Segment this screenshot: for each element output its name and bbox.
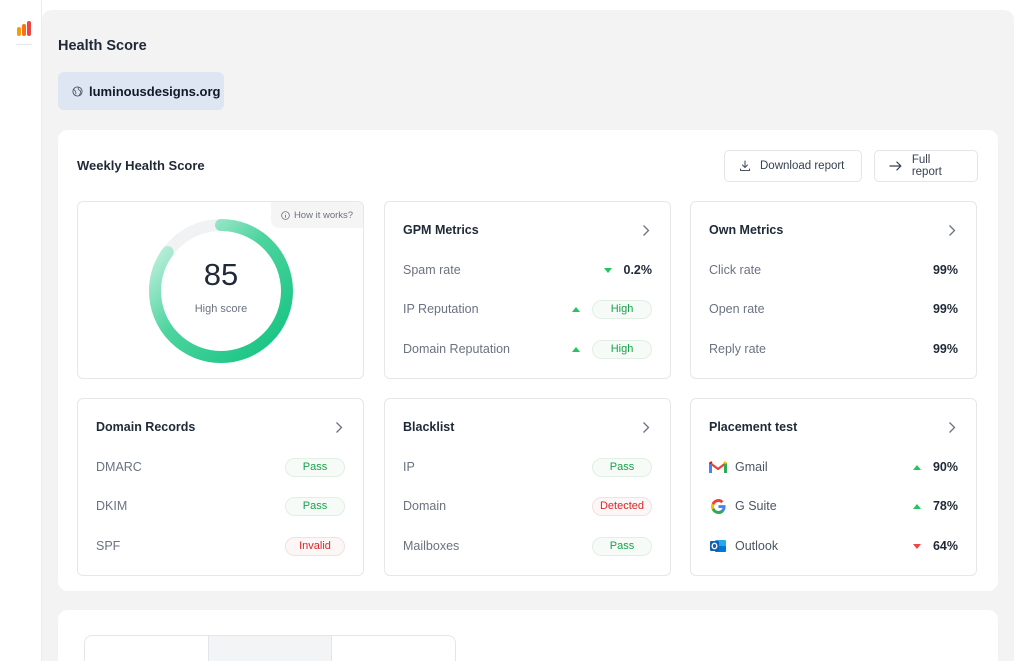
domain-reputation-row: Domain Reputation High <box>403 339 652 359</box>
reply-rate-label: Reply rate <box>709 342 766 356</box>
domain-reputation-badge: High <box>592 339 652 359</box>
dkim-badge: Pass <box>285 496 345 516</box>
bottom-panel <box>58 610 998 661</box>
how-it-works-label: How it works? <box>293 209 354 221</box>
spam-rate-label: Spam rate <box>403 263 461 277</box>
score-gauge-arc <box>149 219 293 363</box>
trend-down-icon <box>912 543 921 549</box>
blacklist-domain-row: Domain Detected <box>403 496 652 516</box>
tab-third[interactable] <box>332 636 455 661</box>
reply-rate-row: Reply rate 99% <box>709 339 958 359</box>
dmarc-badge: Pass <box>285 457 345 477</box>
gpm-metrics-card[interactable]: GPM Metrics Spam rate 0.2% IP Reputation… <box>384 201 671 379</box>
download-icon <box>739 160 751 172</box>
main-content: Health Score luminousdesigns.org Weekly … <box>42 10 1014 661</box>
blacklist-mailboxes-label: Mailboxes <box>403 539 460 553</box>
reply-rate-value: 99% <box>932 342 958 356</box>
score-card: How it works? 85 High score <box>77 201 364 379</box>
click-rate-row: Click rate 99% <box>709 260 958 280</box>
blacklist-ip-label: IP <box>403 460 415 474</box>
tab-first[interactable] <box>85 636 209 661</box>
app-logo-icon[interactable] <box>17 20 35 36</box>
gmail-row: Gmail 90% <box>709 457 958 477</box>
own-metrics-title: Own Metrics <box>709 223 784 237</box>
placement-test-title: Placement test <box>709 420 798 434</box>
download-report-label: Download report <box>760 160 845 172</box>
domain-records-card[interactable]: Domain Records DMARC Pass DKIM Pass SPF … <box>77 398 364 576</box>
chevron-right-icon[interactable] <box>948 421 956 434</box>
weekly-health-panel: Weekly Health Score Download report Full… <box>58 130 998 591</box>
blacklist-ip-row: IP Pass <box>403 457 652 477</box>
page-title: Health Score <box>58 38 147 54</box>
chevron-right-icon[interactable] <box>642 421 650 434</box>
full-report-label: Full report <box>911 154 942 178</box>
trend-up-icon <box>912 464 921 470</box>
blacklist-domain-badge: Detected <box>592 496 652 516</box>
domain-name: luminousdesigns.org <box>89 83 221 99</box>
spf-row: SPF Invalid <box>96 536 345 556</box>
arrow-right-icon <box>889 161 902 171</box>
ip-reputation-row: IP Reputation High <box>403 299 652 319</box>
gmail-value: 90% <box>932 460 958 474</box>
rail-divider <box>16 44 32 45</box>
segmented-tabs <box>84 635 456 661</box>
gpm-metrics-title: GPM Metrics <box>403 223 479 237</box>
dmarc-row: DMARC Pass <box>96 457 345 477</box>
blacklist-title: Blacklist <box>403 420 455 434</box>
chevron-right-icon[interactable] <box>948 224 956 237</box>
blacklist-domain-label: Domain <box>403 499 447 513</box>
spf-badge: Invalid <box>285 536 345 556</box>
open-rate-value: 99% <box>932 302 958 316</box>
dmarc-label: DMARC <box>96 460 142 474</box>
own-metrics-card[interactable]: Own Metrics Click rate 99% Open rate 99%… <box>690 201 977 379</box>
score-value: 85 <box>203 257 239 292</box>
domain-records-title: Domain Records <box>96 420 196 434</box>
spam-rate-row: Spam rate 0.2% <box>403 260 652 280</box>
dkim-row: DKIM Pass <box>96 496 345 516</box>
outlook-value: 64% <box>932 539 958 553</box>
google-icon <box>709 497 727 515</box>
domain-reputation-label: Domain Reputation <box>403 342 511 356</box>
trend-up-icon <box>912 503 921 509</box>
download-report-button[interactable]: Download report <box>724 150 862 182</box>
chevron-right-icon[interactable] <box>335 421 343 434</box>
globe-icon <box>72 85 83 97</box>
blacklist-ip-badge: Pass <box>592 457 652 477</box>
tab-second[interactable] <box>208 636 333 661</box>
left-rail <box>0 0 42 661</box>
info-icon <box>281 210 290 220</box>
trend-down-icon <box>603 267 612 273</box>
outlook-row: Outlook 64% <box>709 536 958 556</box>
domain-selector[interactable]: luminousdesigns.org <box>58 72 224 110</box>
outlook-icon <box>709 537 727 555</box>
chevron-right-icon[interactable] <box>642 224 650 237</box>
score-label: High score <box>194 303 248 315</box>
gsuite-row: G Suite 78% <box>709 496 958 516</box>
trend-up-icon <box>572 306 580 312</box>
ip-reputation-badge: High <box>592 299 652 319</box>
click-rate-value: 99% <box>932 263 958 277</box>
blacklist-mailboxes-row: Mailboxes Pass <box>403 536 652 556</box>
click-rate-label: Click rate <box>709 263 762 277</box>
full-report-button[interactable]: Full report <box>874 150 978 182</box>
open-rate-label: Open rate <box>709 302 765 316</box>
gsuite-label: G Suite <box>735 499 777 513</box>
placement-test-card[interactable]: Placement test Gmail 90% <box>690 398 977 576</box>
panel-title: Weekly Health Score <box>77 158 205 173</box>
blacklist-card[interactable]: Blacklist IP Pass Domain Detected Mailbo… <box>384 398 671 576</box>
spf-label: SPF <box>96 539 121 553</box>
ip-reputation-label: IP Reputation <box>403 302 479 316</box>
outlook-label: Outlook <box>735 539 779 553</box>
gsuite-value: 78% <box>932 499 958 513</box>
spam-rate-value: 0.2% <box>623 263 653 277</box>
score-gauge <box>149 219 293 363</box>
dkim-label: DKIM <box>96 499 128 513</box>
blacklist-mailboxes-badge: Pass <box>592 536 652 556</box>
open-rate-row: Open rate 99% <box>709 299 958 319</box>
how-it-works-link[interactable]: How it works? <box>271 202 363 228</box>
trend-up-icon <box>572 346 580 352</box>
gmail-label: Gmail <box>735 460 768 474</box>
gmail-icon <box>709 458 727 476</box>
